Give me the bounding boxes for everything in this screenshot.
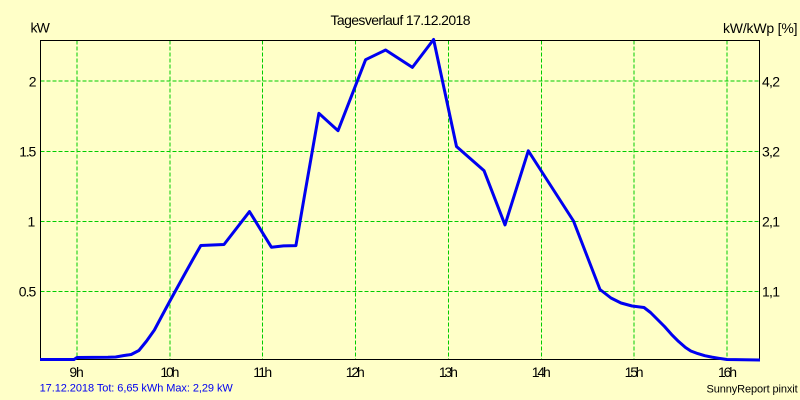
svg-text:2,1: 2,1 <box>762 213 780 229</box>
svg-text:11h: 11h <box>253 364 272 380</box>
svg-text:kW: kW <box>31 20 51 36</box>
svg-text:SunnyReport pinxit: SunnyReport pinxit <box>707 383 798 395</box>
svg-text:15h: 15h <box>625 364 644 380</box>
svg-text:Tagesverlauf 17.12.2018: Tagesverlauf 17.12.2018 <box>331 12 471 28</box>
svg-text:4,2: 4,2 <box>762 73 780 89</box>
svg-text:2: 2 <box>29 73 37 89</box>
svg-text:0.5: 0.5 <box>19 284 37 300</box>
svg-text:13h: 13h <box>439 364 458 380</box>
svg-text:14h: 14h <box>532 364 551 380</box>
svg-text:1.5: 1.5 <box>19 143 36 159</box>
svg-text:9h: 9h <box>69 364 84 380</box>
svg-text:1: 1 <box>28 213 36 229</box>
svg-text:10h: 10h <box>160 364 179 380</box>
svg-text:3,2: 3,2 <box>762 143 780 159</box>
svg-text:17.12.2018 Tot: 6,65 kWh Max:: 17.12.2018 Tot: 6,65 kWh Max: 2,29 kW <box>40 382 234 394</box>
svg-text:1,1: 1,1 <box>762 284 780 300</box>
svg-text:12h: 12h <box>346 364 365 380</box>
svg-text:kW/kWp [%]: kW/kWp [%] <box>723 20 798 36</box>
svg-text:16h: 16h <box>718 364 737 380</box>
